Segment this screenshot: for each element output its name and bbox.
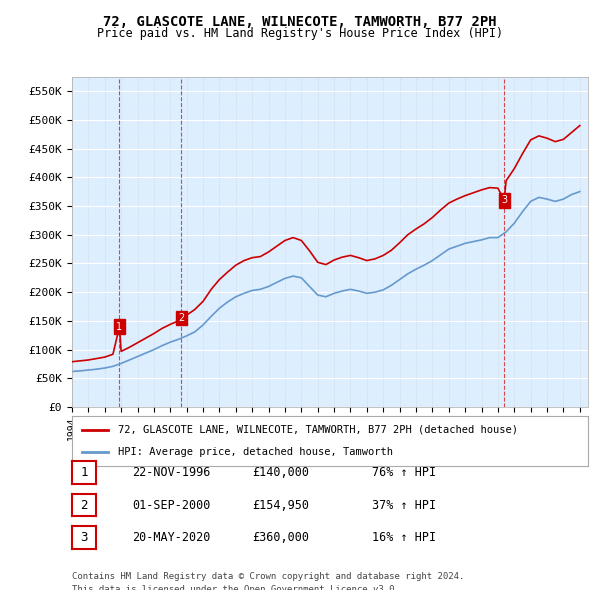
Text: 22-NOV-1996: 22-NOV-1996 [132,466,211,479]
Text: 1: 1 [116,322,122,332]
Text: 37% ↑ HPI: 37% ↑ HPI [372,499,436,512]
Text: HPI: Average price, detached house, Tamworth: HPI: Average price, detached house, Tamw… [118,447,394,457]
Text: 1: 1 [80,466,88,479]
Text: 3: 3 [501,195,507,205]
Text: Contains HM Land Registry data © Crown copyright and database right 2024.: Contains HM Land Registry data © Crown c… [72,572,464,581]
Text: 76% ↑ HPI: 76% ↑ HPI [372,466,436,479]
Text: £154,950: £154,950 [252,499,309,512]
Text: This data is licensed under the Open Government Licence v3.0.: This data is licensed under the Open Gov… [72,585,400,590]
Text: 20-MAY-2020: 20-MAY-2020 [132,531,211,544]
Text: Price paid vs. HM Land Registry's House Price Index (HPI): Price paid vs. HM Land Registry's House … [97,27,503,40]
Text: 2: 2 [80,499,88,512]
Text: 72, GLASCOTE LANE, WILNECOTE, TAMWORTH, B77 2PH (detached house): 72, GLASCOTE LANE, WILNECOTE, TAMWORTH, … [118,425,518,435]
Text: 2: 2 [178,313,184,323]
Text: 72, GLASCOTE LANE, WILNECOTE, TAMWORTH, B77 2PH: 72, GLASCOTE LANE, WILNECOTE, TAMWORTH, … [103,15,497,29]
Text: 3: 3 [80,531,88,544]
Text: 01-SEP-2000: 01-SEP-2000 [132,499,211,512]
Text: £140,000: £140,000 [252,466,309,479]
Text: 16% ↑ HPI: 16% ↑ HPI [372,531,436,544]
Text: £360,000: £360,000 [252,531,309,544]
